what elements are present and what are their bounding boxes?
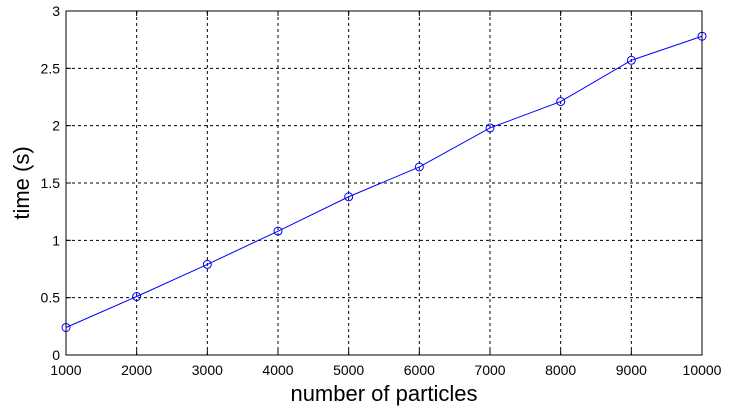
- x-tick-label: 1000: [50, 362, 81, 378]
- x-tick-label: 8000: [545, 362, 576, 378]
- y-tick-label: 1: [52, 232, 60, 248]
- x-tick-label: 6000: [404, 362, 435, 378]
- data-point: [273, 226, 283, 236]
- data-point: [626, 55, 636, 65]
- x-tick-label: 4000: [262, 362, 293, 378]
- series-layer: [61, 31, 707, 332]
- y-tick-label: 0: [52, 347, 60, 363]
- data-point: [344, 192, 354, 202]
- y-tick-label: 0.5: [41, 290, 61, 306]
- data-point: [485, 123, 495, 133]
- x-tick-label: 9000: [616, 362, 647, 378]
- grid: [66, 11, 702, 355]
- y-axis: 0 0.5 1 1.5 2 2.5 3: [41, 3, 702, 363]
- x-tick-label: 10000: [683, 362, 722, 378]
- data-point: [414, 162, 424, 172]
- y-tick-label: 2: [52, 118, 60, 134]
- x-tick-label: 5000: [333, 362, 364, 378]
- x-tick-label: 3000: [192, 362, 223, 378]
- y-axis-title: time (s): [9, 146, 34, 219]
- data-point: [202, 259, 212, 269]
- y-tick-label: 3: [52, 3, 60, 19]
- x-tick-label: 7000: [474, 362, 505, 378]
- y-tick-label: 2.5: [41, 60, 61, 76]
- x-axis: 1000 2000 3000 4000 5000 6000 7000 8000 9000 1000…: [50, 11, 722, 378]
- data-point: [132, 292, 142, 302]
- series-line: [65, 35, 703, 328]
- data-point: [556, 97, 566, 107]
- y-tick-label: 1.5: [41, 175, 61, 191]
- x-tick-label: 2000: [121, 362, 152, 378]
- x-axis-title: number of particles: [290, 381, 477, 406]
